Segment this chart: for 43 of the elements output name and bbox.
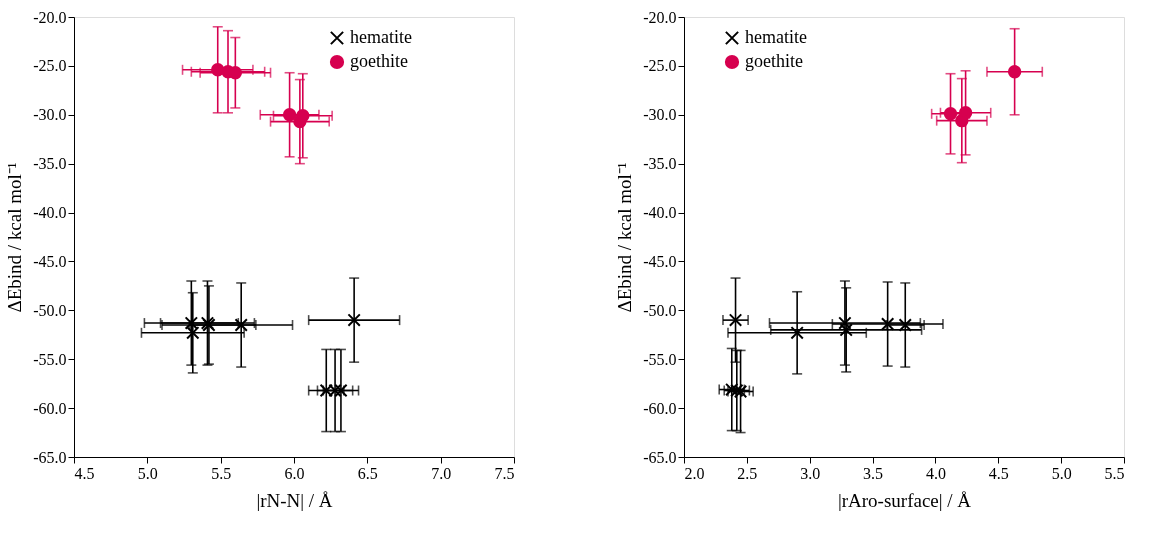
x-tick-label: 5.5 [211, 464, 232, 482]
x-tick-label: 2.0 [684, 464, 705, 482]
y-tick-label: -35.0 [643, 155, 677, 173]
y-tick-label: -25.0 [643, 57, 677, 75]
x-axis-title: |rN-N| / Å [256, 489, 333, 511]
x-tick-label: 5.0 [1051, 464, 1072, 482]
x-tick-label: 4.0 [925, 464, 946, 482]
x-tick-label: 6.0 [284, 464, 305, 482]
x-tick-label: 4.5 [988, 464, 1009, 482]
y-tick-label: -65.0 [33, 448, 67, 466]
y-tick-label: -30.0 [643, 106, 677, 124]
y-axis-title: ΔEbind / kcal mol⁻¹ [614, 162, 636, 313]
y-tick-label: -20.0 [643, 8, 677, 26]
y-tick-label: -20.0 [33, 8, 67, 26]
x-tick-label: 3.5 [863, 464, 884, 482]
y-tick-label: -60.0 [33, 399, 67, 417]
y-tick-label: -50.0 [33, 301, 67, 319]
y-tick-label: -55.0 [643, 350, 677, 368]
x-axis-title: |rAro-surface| / Å [837, 489, 972, 511]
y-tick-label: -40.0 [33, 204, 67, 222]
y-tick-label: -55.0 [33, 350, 67, 368]
y-tick-label: -65.0 [643, 448, 677, 466]
y-axis-title: ΔEbind / kcal mol⁻¹ [4, 162, 26, 313]
x-tick-label: 4.5 [74, 464, 95, 482]
legend-label: hematite [350, 27, 412, 47]
x-tick-label: 3.0 [800, 464, 821, 482]
legend-label: goethite [745, 51, 803, 71]
y-tick-label: -50.0 [643, 301, 677, 319]
y-tick-label: -35.0 [33, 155, 67, 173]
y-tick-label: -45.0 [643, 252, 677, 270]
y-tick-label: -45.0 [33, 252, 67, 270]
x-tick-label: 5.0 [137, 464, 158, 482]
x-tick-label: 7.5 [494, 464, 515, 482]
x-tick-label: 5.5 [1104, 464, 1125, 482]
legend-label: hematite [745, 27, 807, 47]
legend-label: goethite [350, 51, 408, 71]
x-tick-label: 7.0 [431, 464, 452, 482]
y-tick-label: -30.0 [33, 106, 67, 124]
y-tick-label: -40.0 [643, 204, 677, 222]
x-tick-label: 2.5 [737, 464, 758, 482]
x-tick-label: 6.5 [357, 464, 378, 482]
y-tick-label: -60.0 [643, 399, 677, 417]
y-tick-label: -25.0 [33, 57, 67, 75]
